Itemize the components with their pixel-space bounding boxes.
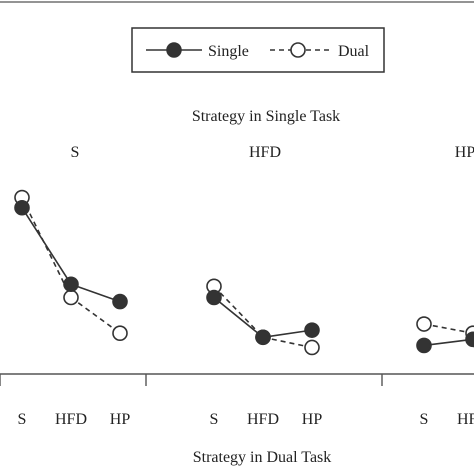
- single-point: [255, 329, 271, 346]
- x-axis-title: Strategy in Dual Task: [193, 449, 332, 466]
- dual-series-line: [213, 285, 264, 338]
- legend: Single Dual: [131, 27, 385, 73]
- dual-series-line: [21, 197, 72, 298]
- dual-point: [112, 325, 128, 342]
- legend-single-label: Single: [208, 43, 249, 60]
- dual-point: [63, 289, 79, 306]
- single-point: [14, 199, 30, 216]
- x-axis: S HFD HP S HFD HP S HFD: [0, 373, 474, 428]
- single-series-line: [423, 338, 474, 347]
- legend-dual-label: Dual: [338, 43, 370, 60]
- x-tick-label: S: [18, 411, 27, 428]
- data-marks: [14, 189, 474, 356]
- single-series-line: [70, 283, 121, 303]
- x-tick-label: S: [420, 411, 429, 428]
- single-point: [63, 276, 79, 293]
- x-tick-label: S: [210, 411, 219, 428]
- x-axis-ticks: S HFD HP S HFD HP S HFD: [0, 374, 474, 428]
- single-series-line: [213, 296, 264, 338]
- panel-title: Strategy in Single Task: [192, 108, 340, 125]
- panel-label-hfd: HFD: [249, 144, 281, 161]
- legend-single-marker: [166, 42, 182, 58]
- single-point: [304, 322, 320, 338]
- panel-label-hp: HP: [455, 144, 474, 161]
- single-point: [206, 289, 222, 306]
- legend-box: [131, 27, 385, 73]
- single-point: [112, 293, 128, 310]
- x-tick-label: HFD: [457, 411, 474, 428]
- single-series-line: [262, 329, 313, 339]
- x-tick-label: HFD: [55, 411, 87, 428]
- panel-label-s: S: [71, 144, 80, 161]
- x-tick-label: HFD: [247, 411, 279, 428]
- x-tick-label: HP: [110, 411, 131, 428]
- x-tick-label: HP: [302, 411, 323, 428]
- legend-dual-marker: [290, 42, 306, 58]
- dual-series-line: [70, 296, 121, 334]
- single-point: [416, 337, 432, 354]
- dual-point: [304, 339, 320, 356]
- dual-point: [416, 316, 432, 332]
- single-point: [465, 331, 474, 348]
